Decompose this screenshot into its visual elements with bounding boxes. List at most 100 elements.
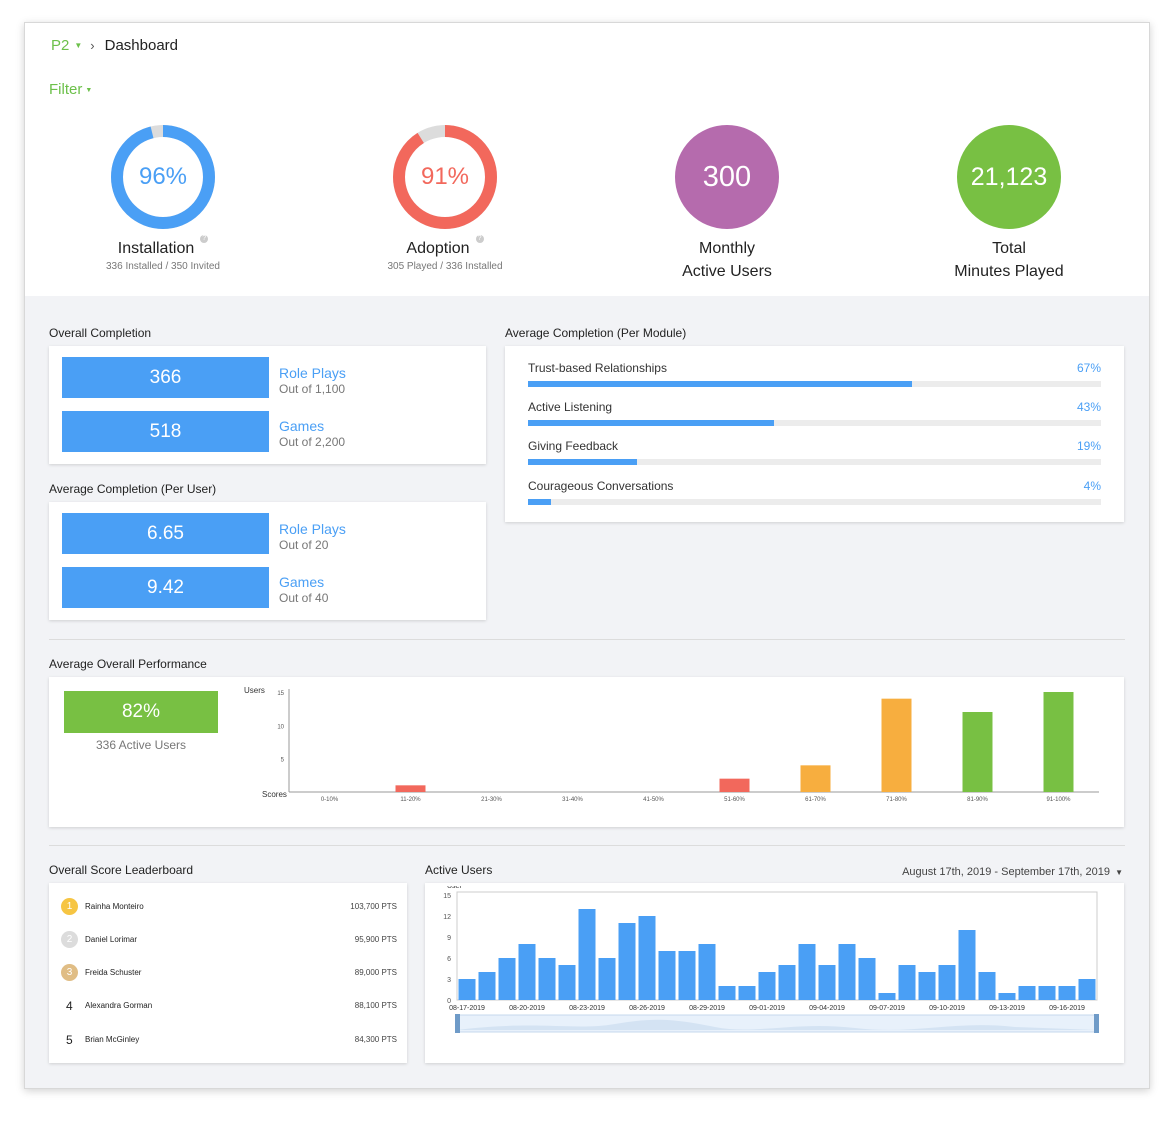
performance-card: 82% 336 Active Users Users Scores 5 10 15 0-1… — [49, 677, 1124, 827]
leaderboard-row[interactable]: 1 Rainha Monteiro 103,700 PTS — [61, 898, 397, 918]
installation-label: Installation — [117, 240, 195, 257]
x-tick-label: 09-16-2019 — [1049, 1005, 1085, 1012]
games-count: 518 — [62, 411, 269, 452]
overall-completion-title: Overall Completion — [49, 326, 152, 340]
active-users-bar — [718, 986, 736, 1000]
player-points: 103,700 PTS — [350, 902, 397, 911]
active-users-bar — [478, 972, 496, 1000]
module-progress-bar — [528, 459, 637, 465]
y-tick-label: 3 — [447, 977, 451, 984]
module-progress-bar — [528, 499, 551, 505]
range-handle-left — [455, 1014, 460, 1033]
x-tick-label: 21-30% — [481, 797, 502, 803]
active-users-bar — [758, 972, 776, 1000]
player-name: Brian McGinley — [85, 1035, 140, 1044]
player-points: 89,000 PTS — [354, 968, 397, 977]
y-tick-label: 9 — [447, 935, 451, 942]
leaderboard-row[interactable]: 5 Brian McGinley 84,300 PTS — [61, 1031, 397, 1051]
module-row: Trust-based Relationships 67% — [528, 361, 1101, 387]
adoption-label: Adoption — [406, 240, 470, 257]
performance-bar — [395, 785, 426, 792]
kpi-monthly-active-users: 300 Monthly Active Users — [607, 125, 847, 283]
leaderboard-row[interactable]: 2 Daniel Lorimar 95,900 PTS — [61, 931, 397, 951]
x-tick-label: 31-40% — [562, 797, 583, 803]
active-users-bar — [598, 958, 616, 1000]
active-users-bar — [998, 993, 1016, 1000]
active-users-bar — [1038, 986, 1056, 1000]
y-tick-label: 10 — [277, 724, 284, 730]
module-progress-bar — [528, 381, 912, 387]
x-tick-label: 08-23-2019 — [569, 1005, 605, 1012]
monthly-label: Monthly — [698, 240, 756, 257]
active-users-bar — [838, 944, 856, 1000]
leaderboard-title: Overall Score Leaderboard — [49, 863, 194, 877]
y-tick-label: 6 — [447, 956, 451, 963]
gold-medal-icon: 1 — [61, 898, 78, 915]
y-tick-label: 15 — [277, 691, 284, 697]
y-tick-label: 12 — [443, 914, 451, 921]
dashboard-window: P2 ▼ › Dashboard Filter ▼ 96% Installatio… — [24, 22, 1150, 1089]
per-module-title: Average Completion (Per Module) — [505, 326, 687, 340]
active-users-bar — [878, 993, 896, 1000]
active-users-bar — [1078, 979, 1096, 1000]
performance-bar-chart: Users Scores 5 10 15 0-10% 11-20% 21-30% 31-40% 4… — [244, 686, 1099, 803]
games-total: Out of 40 — [279, 591, 329, 605]
x-tick-label: 08-17-2019 — [449, 1005, 485, 1012]
adoption-sub: 305 Played / 336 Installed — [387, 261, 503, 272]
leaderboard-row[interactable]: 4 Alexandra Gorman 88,100 PTS — [61, 997, 397, 1017]
games-avg: 9.42 — [62, 567, 269, 608]
minutes-played-circle — [957, 125, 1061, 229]
per-user-card: 6.65 Role Plays Out of 20 9.42 Games Out o… — [49, 502, 486, 620]
app-switcher[interactable]: P2 — [51, 37, 70, 54]
active-users-bar — [618, 923, 636, 1000]
per-module-card: Trust-based Relationships 67% Active List… — [505, 346, 1124, 522]
games-total: Out of 2,200 — [279, 435, 346, 449]
installation-sub: 336 Installed / 350 Invited — [106, 261, 220, 272]
total-label: Total — [992, 240, 1026, 257]
x-tick-label: 09-04-2019 — [809, 1005, 845, 1012]
active-users-card: User 0 3 6 9 12 15 08-17-2019 08-20-2019 08-23-20… — [425, 883, 1124, 1063]
leaderboard-row[interactable]: 3 Freida Schuster 89,000 PTS — [61, 964, 397, 984]
divider — [49, 639, 1125, 640]
active-users-bar — [1058, 986, 1076, 1000]
active-users-bar — [818, 965, 836, 1000]
adoption-value: 91% — [420, 163, 470, 190]
games-link[interactable]: Games — [279, 574, 325, 590]
filter-button[interactable]: Filter ▼ — [49, 81, 92, 98]
performance-bar — [800, 765, 831, 792]
performance-title: Average Overall Performance — [49, 657, 207, 671]
module-row: Courageous Conversations 4% — [528, 479, 1101, 505]
date-range-label: August 17th, 2019 - September 17th, 2019 — [902, 866, 1111, 878]
chevron-down-icon[interactable]: ▼ — [74, 41, 83, 50]
role-plays-link[interactable]: Role Plays — [279, 365, 346, 381]
x-axis-label: Scores — [262, 790, 287, 799]
x-tick-label: 91-100% — [1046, 797, 1071, 803]
active-users-bar — [558, 965, 576, 1000]
bronze-medal-icon: 3 — [61, 964, 78, 981]
role-plays-link[interactable]: Role Plays — [279, 521, 346, 537]
active-users-bar — [638, 916, 656, 1000]
player-points: 88,100 PTS — [354, 1001, 397, 1010]
plot-border — [456, 891, 1098, 1001]
y-axis-label: User — [447, 886, 462, 890]
help-icon[interactable]: ? — [200, 235, 209, 243]
x-tick-label: 08-26-2019 — [629, 1005, 665, 1012]
y-tick-label: 5 — [281, 758, 285, 764]
player-points: 84,300 PTS — [354, 1035, 397, 1044]
performance-bar — [881, 698, 912, 792]
active-users-bar-chart: User 0 3 6 9 12 15 08-17-2019 08-20-2019 08-23-20… — [443, 886, 1099, 1033]
range-sparkline[interactable] — [457, 1019, 1097, 1030]
per-user-title: Average Completion (Per User) — [49, 482, 217, 496]
y-tick-label: 0 — [447, 998, 451, 1005]
active-users-label: Active Users — [682, 263, 772, 280]
games-link[interactable]: Games — [279, 418, 325, 434]
role-plays-avg: 6.65 — [62, 513, 269, 554]
help-icon[interactable]: ? — [475, 235, 484, 243]
range-handle-right[interactable] — [1094, 1014, 1099, 1033]
active-users-circle — [675, 125, 779, 229]
performance-bar — [962, 712, 993, 792]
date-range-picker[interactable]: August 17th, 2019 - September 17th, 2019… — [902, 866, 1123, 878]
silver-medal-icon: 2 — [61, 931, 78, 948]
active-users-bar — [458, 979, 476, 1000]
active-users-bar — [1018, 986, 1036, 1000]
